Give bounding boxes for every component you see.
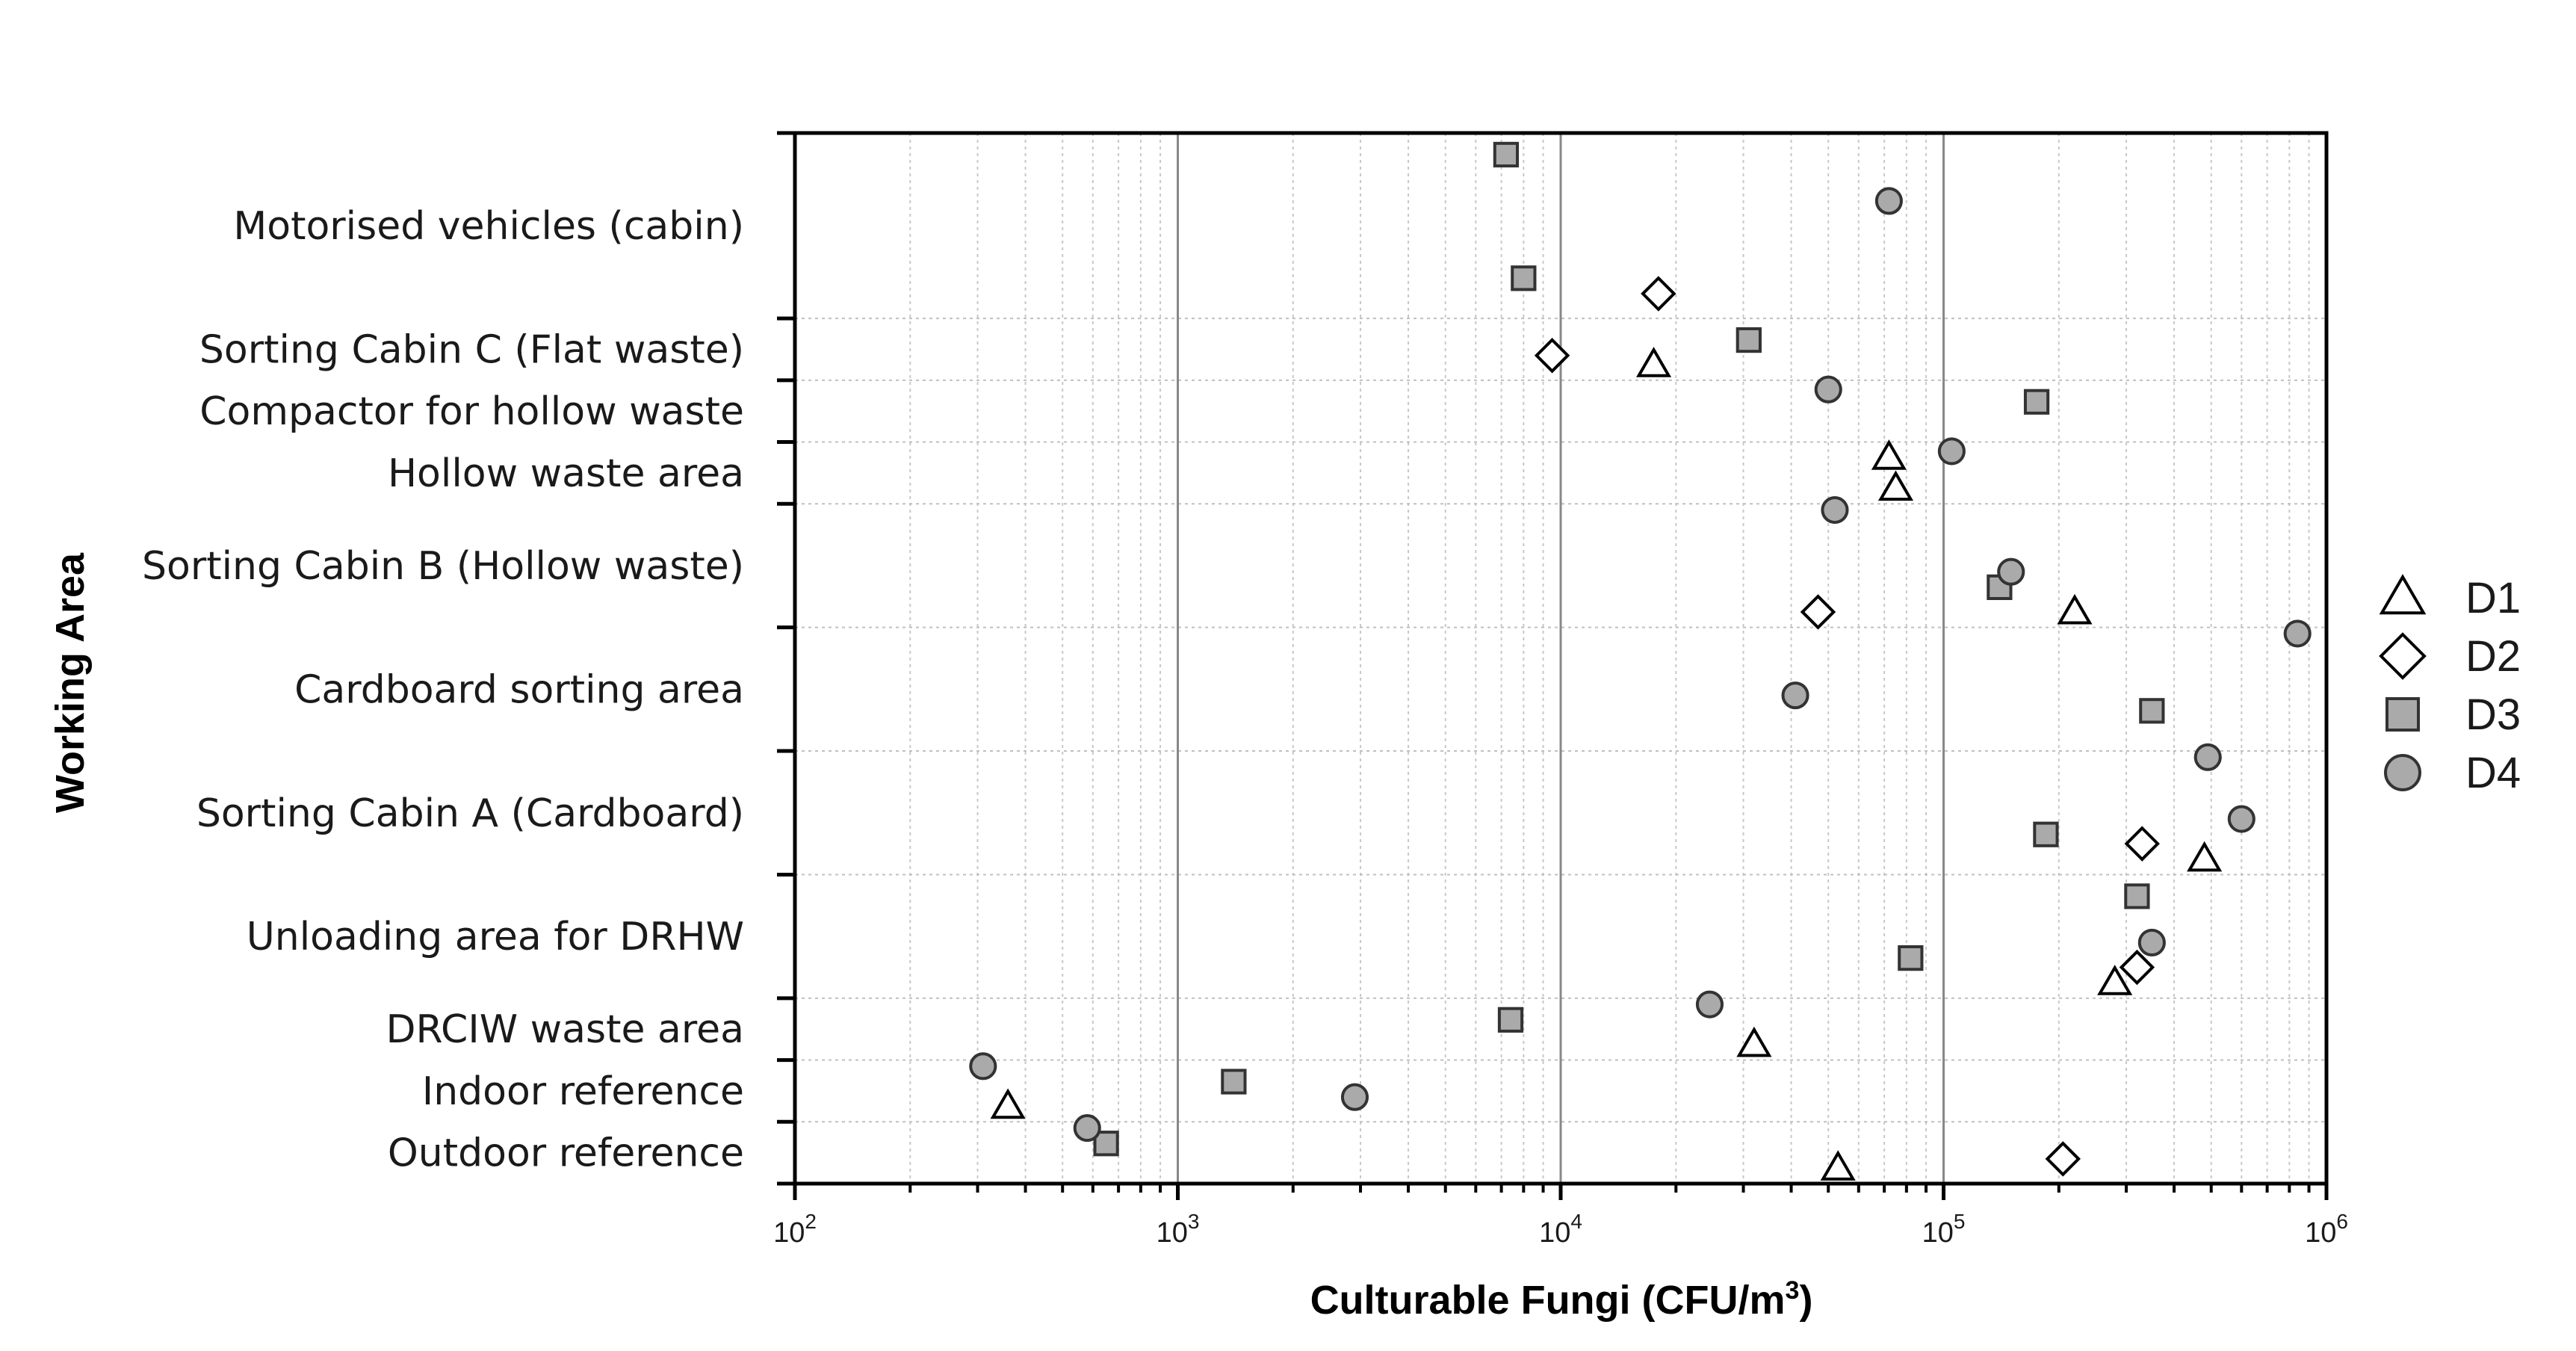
d4-point [969,1052,997,1081]
legend-label-d2: D2 [2465,632,2521,681]
d4-point [2283,619,2312,648]
x-axis: 102 103 104 105 106 [773,1184,2348,1249]
d2-point [2119,949,2155,986]
x-tick-label: 102 [773,1210,817,1249]
d3-point [2124,883,2150,909]
data-points [969,141,2312,1181]
legend-label-d3: D3 [2465,690,2521,739]
legend-marker-d1 [2379,574,2427,615]
category-label: Hollow waste area [388,451,744,496]
category-label: Outdoor reference [388,1131,744,1176]
category-label: Motorised vehicles (cabin) [233,204,744,249]
d4-point [1874,187,1903,215]
legend-label-d1: D1 [2465,574,2521,622]
x-axis-title: Culturable Fungi (CFU/m3) [1310,1276,1813,1323]
d2-point [1641,276,1676,312]
d1-point [2057,593,2093,625]
d1-point [2187,841,2223,872]
category-label: Sorting Cabin C (Flat waste) [199,327,744,372]
d3-point [1497,1007,1524,1033]
d1-point [2097,965,2133,995]
d4-point [1073,1114,1101,1143]
category-label: Sorting Cabin B (Hollow waste) [142,544,744,589]
category-label: Unloading area for DRHW [247,915,744,959]
legend-label-d4: D4 [2465,749,2521,797]
d4-point [2227,805,2255,833]
d1-point [1635,347,1672,377]
d3-point [2139,698,2165,724]
d1-point [1871,439,1907,470]
grid [795,133,2326,1184]
d4-point [1814,375,1842,404]
d3-point [1511,265,1537,291]
legend: D1 D2 D3 D4 [2379,574,2521,797]
d1-point [1820,1150,1856,1181]
x-tick-label: 105 [1922,1210,1966,1249]
d2-point [1534,338,1570,374]
x-tick-label: 106 [2305,1210,2348,1249]
legend-marker-d4 [2384,754,2421,791]
d3-point [1221,1069,1247,1095]
category-label: Cardboard sorting area [294,667,744,712]
category-label: DRCIW waste area [386,1007,744,1052]
d1-point [1736,1026,1772,1057]
y-axis-category-labels: Motorised vehicles (cabin) Sorting Cabin … [142,204,744,1176]
d1-point [990,1088,1026,1119]
d2-point [2124,826,2160,862]
d4-point [2137,928,2166,957]
y-axis-ticks [777,131,795,1186]
d3-point [2023,389,2050,415]
d4-point [1340,1083,1369,1111]
d3-point [1493,141,1520,168]
legend-marker-d2 [2379,632,2427,680]
d3-point [1093,1131,1119,1157]
d4-point [1937,437,1966,466]
d4-point [1781,681,1809,710]
x-tick-label: 103 [1157,1210,1200,1249]
d4-point [1821,495,1849,525]
category-label: Indoor reference [422,1069,744,1114]
d4-point [2193,743,2222,771]
category-label: Compactor for hollow waste [199,389,744,434]
x-tick-label: 104 [1539,1210,1582,1249]
d2-point [1800,594,1836,630]
legend-marker-d3 [2385,697,2420,732]
d3-point [1898,945,1924,971]
y-axis-title: Working Area [48,552,93,813]
d2-point [2045,1141,2081,1177]
d4-point [1695,990,1724,1018]
d1-point [1877,470,1914,501]
d3-point [1736,327,1762,353]
category-label: Sorting Cabin A (Cardboard) [196,791,744,836]
d4-point [1997,557,2025,586]
d3-point [2033,821,2059,847]
